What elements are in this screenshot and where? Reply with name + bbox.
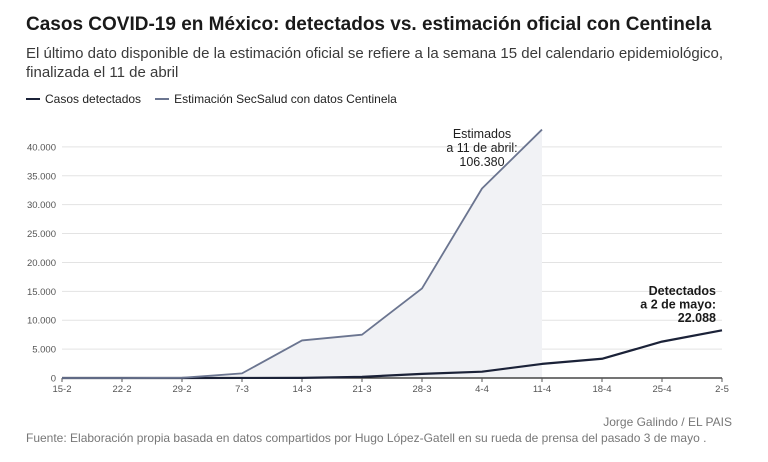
series-line-estimated <box>62 128 543 379</box>
y-tick-label-0: 0 <box>51 374 56 385</box>
x-tick-label-11: 2-5 <box>715 384 729 395</box>
annotation-detected-line-0: Detectados <box>649 284 716 298</box>
y-tick-label-5: 25.000 <box>27 229 56 240</box>
x-tick-label-4: 14-3 <box>292 384 311 395</box>
series-lines <box>62 128 723 380</box>
gridlines <box>62 146 722 350</box>
y-tick-label-6: 30.000 <box>27 200 56 211</box>
x-tick-label-9: 18-4 <box>592 384 611 395</box>
annotation-detected-line-2: 22.088 <box>678 311 716 325</box>
legend-item-estimated: Estimación SecSalud con datos Centinela <box>155 92 397 106</box>
estimation-area <box>62 129 542 378</box>
credit-text: Jorge Galindo / EL PAIS <box>603 415 732 429</box>
x-tick-label-7: 4-4 <box>475 384 489 395</box>
x-tick-label-0: 15-2 <box>52 384 71 395</box>
y-tick-label-3: 15.000 <box>27 287 56 298</box>
tick-labels: 0 5.000 10.000 15.000 20.000 25.000 30.000 35.0… <box>27 142 729 395</box>
shaded-area <box>62 129 542 378</box>
legend-swatch-detected <box>26 98 40 100</box>
x-tick-label-10: 25-4 <box>652 384 671 395</box>
chart-subtitle: El último dato disponible de la estimaci… <box>26 45 724 81</box>
annotation-estimated-line-2: 106.380 <box>459 155 504 169</box>
annotation-detected-line-1: a 2 de mayo: <box>640 298 716 312</box>
y-tick-label-1: 5.000 <box>32 345 56 356</box>
x-tick-label-6: 28-3 <box>412 384 431 395</box>
legend-label-detected: Casos detectados <box>45 92 142 106</box>
y-tick-label-8: 40.000 <box>27 142 56 153</box>
chart-title: Casos COVID-19 en México: detectados vs.… <box>26 14 712 35</box>
legend-item-detected: Casos detectados <box>26 92 141 106</box>
annotation-estimated-line-0: Estimados <box>453 127 511 141</box>
legend-label-estimated: Estimación SecSalud con datos Centinela <box>174 92 397 106</box>
x-tick-label-2: 29-2 <box>172 384 191 395</box>
source-text: Fuente: Elaboración propia basada en dat… <box>26 431 707 445</box>
y-tick-label-2: 10.000 <box>27 316 56 327</box>
y-tick-label-7: 35.000 <box>27 171 56 182</box>
x-tick-label-5: 21-3 <box>352 384 371 395</box>
legend-swatch-estimated <box>155 98 170 100</box>
x-tick-label-1: 22-2 <box>112 384 131 395</box>
annotation-estimated-line-1: a 11 de abril: <box>446 141 517 155</box>
legend: Casos detectados Estimación SecSalud con… <box>26 92 411 106</box>
x-tick-label-3: 7-3 <box>235 384 249 395</box>
x-tick-label-8: 11-4 <box>533 384 551 395</box>
y-tick-label-4: 20.000 <box>27 258 56 269</box>
